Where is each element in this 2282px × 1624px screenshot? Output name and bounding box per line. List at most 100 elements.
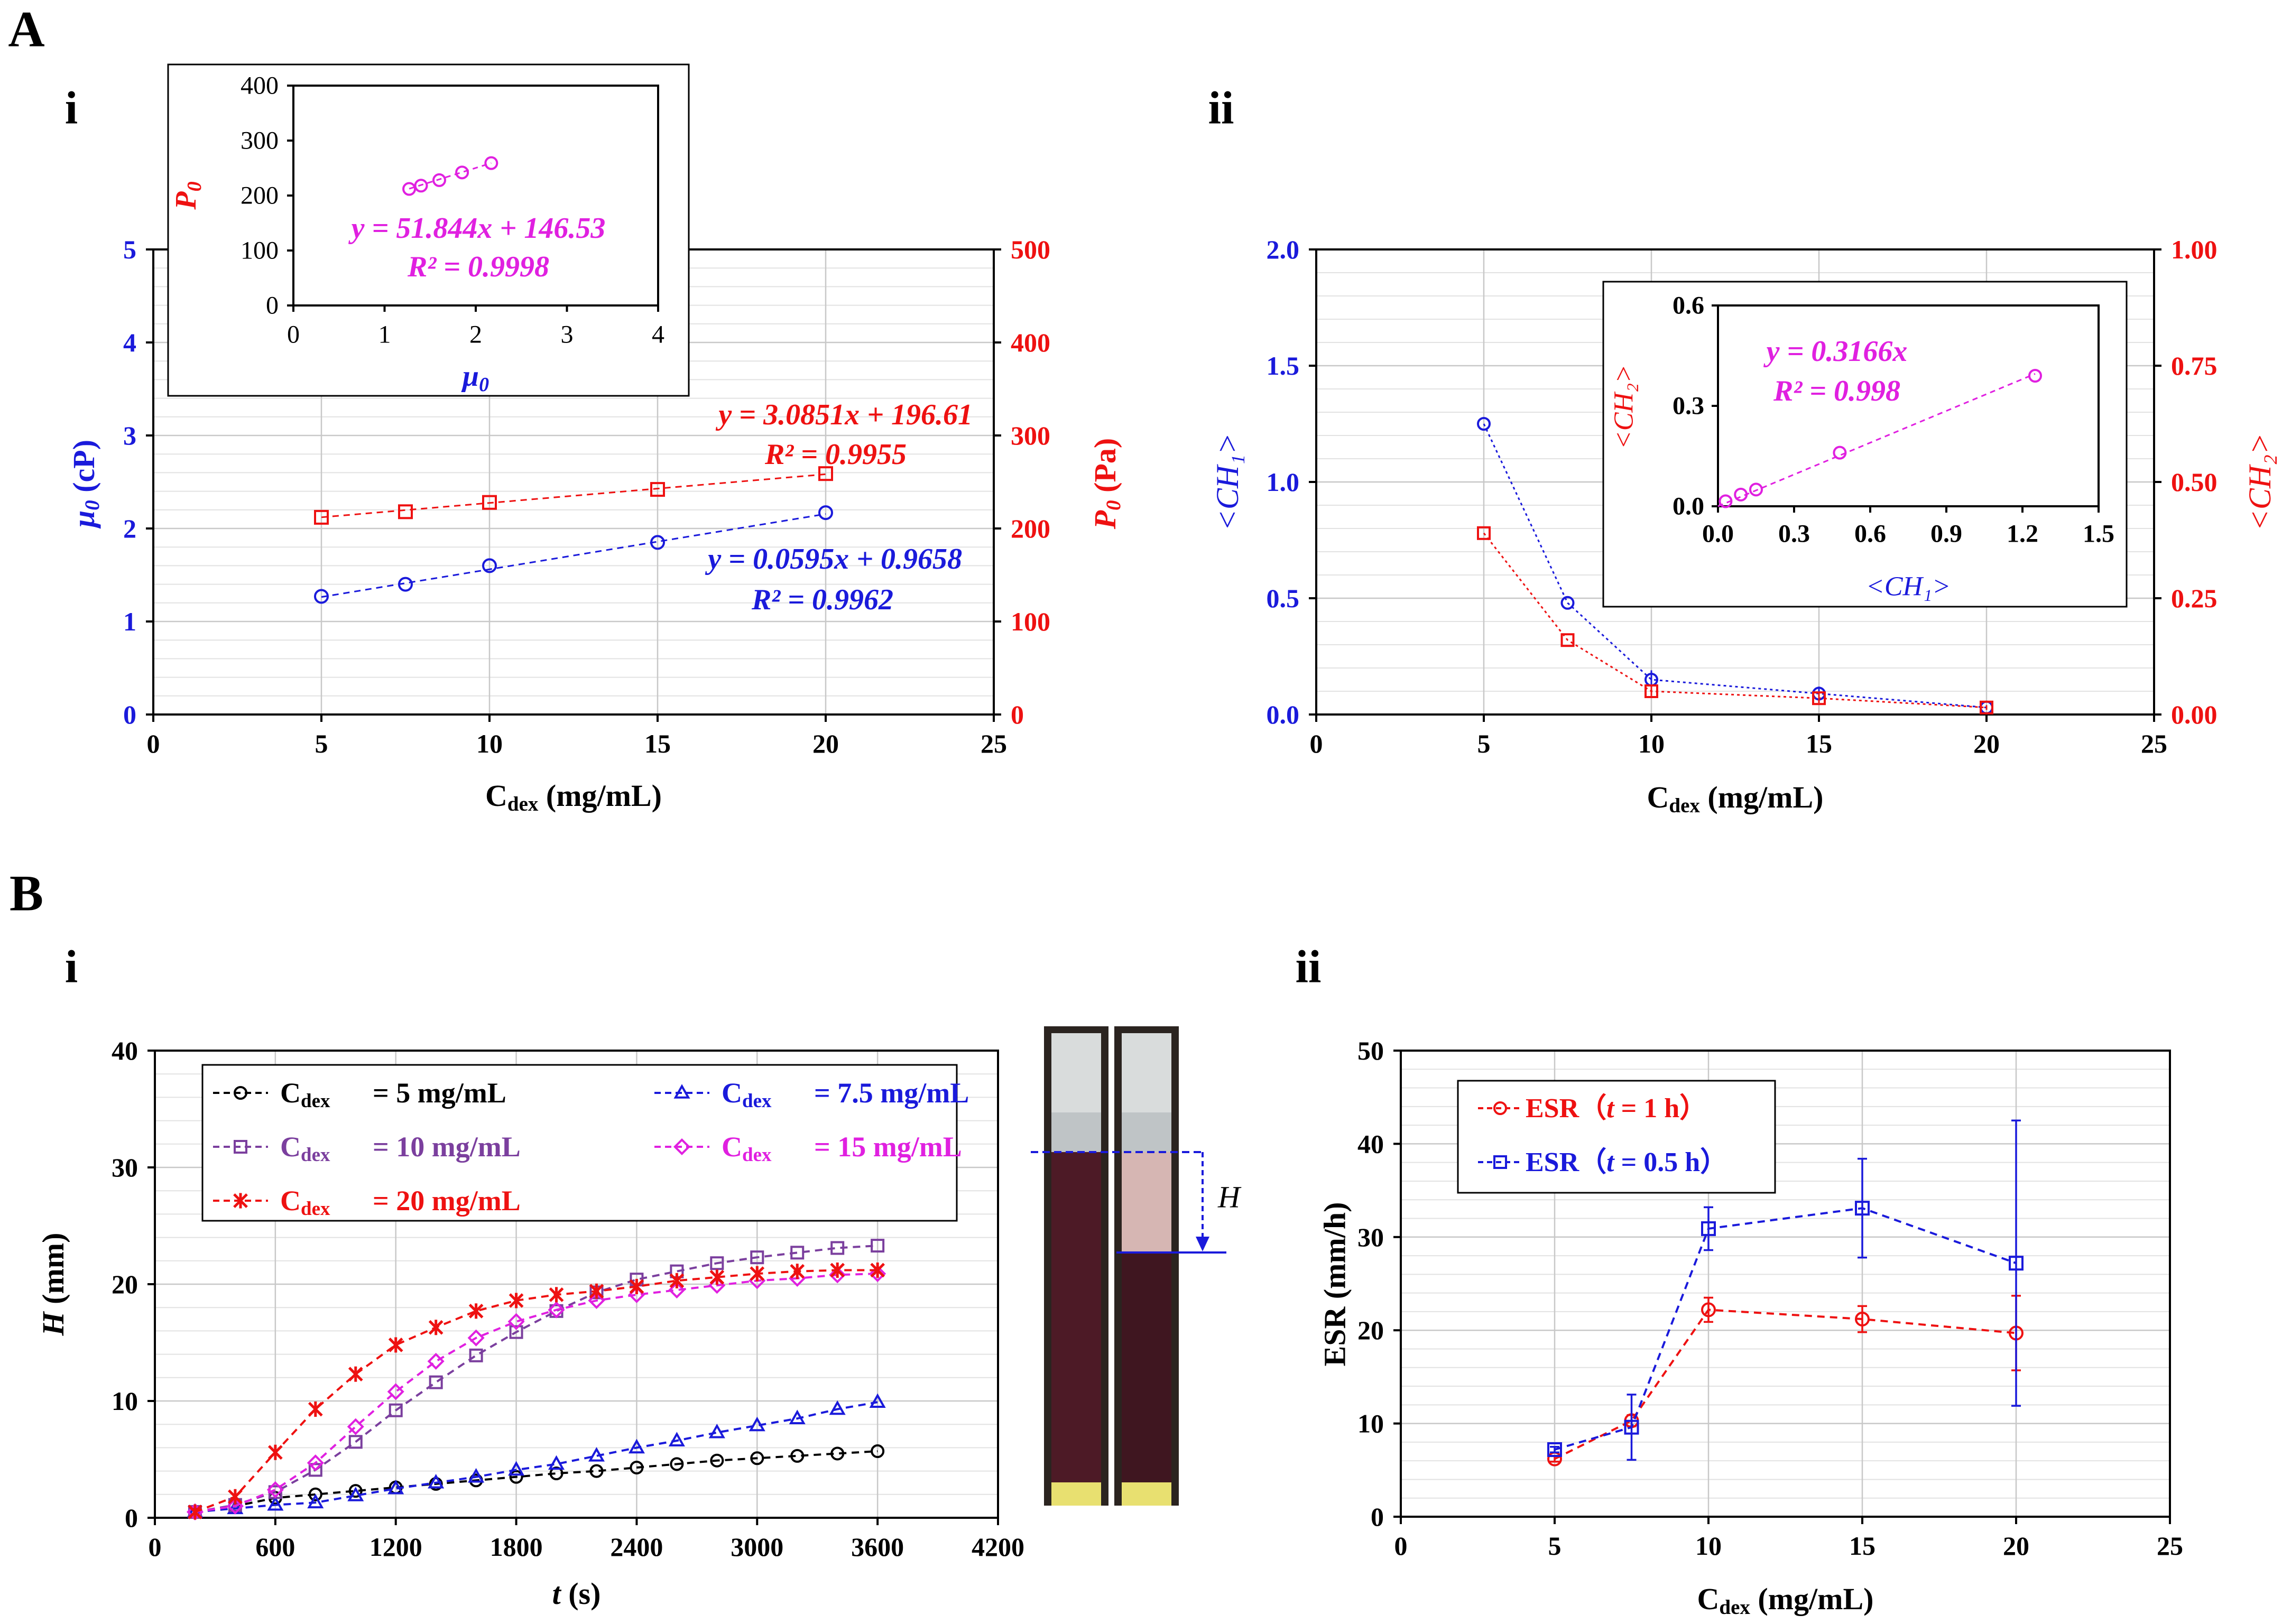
data-point xyxy=(869,1393,886,1408)
data-point xyxy=(267,1496,284,1511)
data-point xyxy=(668,1432,685,1446)
data-point xyxy=(388,1337,403,1353)
inset-x-tick-label: 1 xyxy=(378,321,391,349)
text-span: C xyxy=(722,1077,742,1109)
annotation-P0-equation: y = 3.0851x + 196.61 xyxy=(715,398,973,431)
y-right-tick-label: 400 xyxy=(1011,328,1050,357)
panel-label-Bii: ii xyxy=(1296,942,1322,993)
legend-marker xyxy=(234,1140,247,1154)
y-tick-label: 10 xyxy=(1357,1409,1384,1439)
data-point xyxy=(429,1375,443,1389)
inset-box xyxy=(167,63,690,397)
tube-top-section xyxy=(1122,1112,1171,1152)
legend-box xyxy=(1457,1080,1776,1194)
data-point xyxy=(348,1366,363,1382)
text-span: = 1 h） xyxy=(1614,1093,1707,1124)
data-point xyxy=(750,1250,764,1265)
data-point xyxy=(307,1493,324,1509)
legend-marker xyxy=(233,1193,248,1209)
text-span: dex xyxy=(507,793,539,815)
data-point-<CH2> xyxy=(1812,691,1826,706)
text-span: (mg/mL) xyxy=(538,778,662,813)
data-point xyxy=(1701,1302,1716,1317)
data-point-P0 xyxy=(482,495,497,510)
tube-cap xyxy=(1122,1033,1171,1112)
x-tick-label: 10 xyxy=(1695,1531,1722,1561)
inset-box xyxy=(1602,281,2128,608)
data-point xyxy=(267,1444,283,1460)
data-point xyxy=(387,1383,404,1400)
text-span: dex xyxy=(742,1090,772,1112)
data-point xyxy=(750,1451,764,1465)
text-span: P xyxy=(170,191,202,210)
data-point xyxy=(469,1348,483,1362)
data-point xyxy=(2009,1256,2024,1271)
data-point xyxy=(870,1262,885,1278)
x-axis-title: Cdex (mg/mL) xyxy=(1697,1582,1874,1619)
data-point xyxy=(710,1453,724,1468)
data-point xyxy=(266,1481,284,1498)
text-span: H xyxy=(36,1311,70,1336)
inset-trendline xyxy=(409,162,492,190)
y-tick-label: 20 xyxy=(1357,1315,1384,1345)
tube-cap xyxy=(1051,1033,1101,1112)
inset-y-tick-label: 0.6 xyxy=(1673,292,1704,320)
data-point xyxy=(1855,1201,1870,1216)
data-point xyxy=(830,1262,845,1278)
text-span: C xyxy=(722,1131,742,1163)
data-point xyxy=(348,1435,363,1449)
data-point xyxy=(629,1278,644,1294)
inset-x-tick-label: 0.0 xyxy=(1702,520,1734,548)
text-span: C xyxy=(280,1077,301,1109)
panel-label-Ai: i xyxy=(65,83,78,134)
x-tick-label: 1200 xyxy=(369,1532,422,1562)
x-tick-label: 10 xyxy=(1638,729,1665,758)
x-tick-label: 5 xyxy=(315,729,328,758)
legend-label: = 5 mg/mL xyxy=(373,1077,506,1109)
y-tick-label: 40 xyxy=(112,1036,138,1065)
trendline-P0 xyxy=(321,473,826,518)
inset-y-tick-label: 400 xyxy=(241,72,279,100)
data-point xyxy=(670,1457,684,1471)
inset-data-point xyxy=(1833,446,1847,460)
x-tick-label: 0 xyxy=(1310,729,1323,758)
height-arrowhead xyxy=(1196,1237,1209,1251)
data-point xyxy=(387,1480,404,1495)
y-right-tick-label: 0.50 xyxy=(2171,467,2218,497)
inset-data-point xyxy=(484,156,498,170)
x-tick-label: 10 xyxy=(476,729,503,758)
text-span: 0 xyxy=(1102,500,1125,511)
x-tick-label: 20 xyxy=(2003,1531,2029,1561)
data-point xyxy=(427,1352,445,1370)
tube-photos xyxy=(1044,1026,1179,1506)
legend-prefix: Cdex xyxy=(280,1077,330,1112)
inset-y-tick-label: 0 xyxy=(266,292,279,320)
text-span: μ xyxy=(461,360,479,393)
data-point xyxy=(710,1256,724,1270)
x-tick-label: 600 xyxy=(255,1532,295,1562)
data-point xyxy=(509,1325,523,1339)
data-point xyxy=(307,1454,324,1472)
data-point xyxy=(1855,1312,1870,1327)
inset-y-tick-label: 200 xyxy=(241,182,279,210)
data-point xyxy=(789,1409,806,1424)
y-axis-title-left: μ0 (cP) xyxy=(67,440,104,529)
chart-Aii: 0 5 10 15 20 25 0.0 0.5 1.0 1.5 2.0 0.00 0.25 0.50 0.7… xyxy=(1210,235,2277,817)
data-point xyxy=(1624,1419,1639,1435)
data-point xyxy=(228,1489,243,1505)
data-point-P0 xyxy=(818,466,833,481)
text-span: μ xyxy=(67,511,101,529)
x-tick-label: 15 xyxy=(1806,729,1832,758)
text-span: (Pa) xyxy=(1088,438,1122,500)
inset-x-axis-title: μ0 xyxy=(461,360,489,396)
inset-data-point xyxy=(1719,494,1733,508)
tube-blood-column xyxy=(1051,1152,1101,1482)
text-span: dex xyxy=(1719,1596,1750,1619)
y-tick-label: 30 xyxy=(1357,1222,1384,1252)
data-point xyxy=(790,1449,805,1463)
y-tick-label: 1.0 xyxy=(1267,467,1300,497)
text-span: (mg/mL) xyxy=(1700,780,1824,814)
legend-marker xyxy=(673,1084,690,1099)
